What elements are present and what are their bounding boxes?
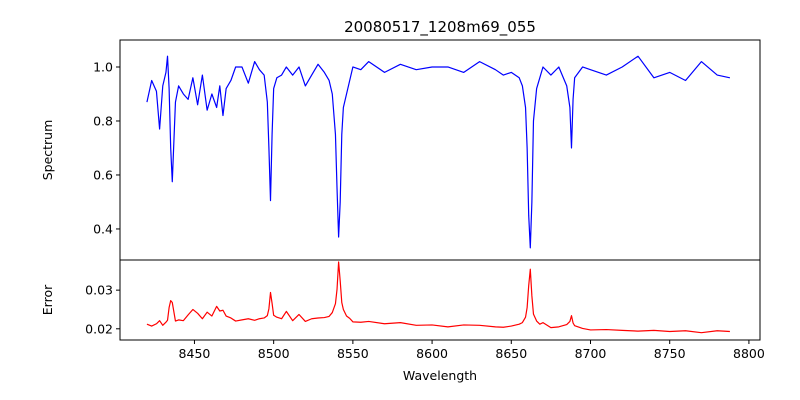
x-tick-label: 8800 xyxy=(733,346,765,361)
x-tick-label: 8450 xyxy=(179,346,211,361)
error-series-line xyxy=(146,261,730,334)
spectrum-y-tick-label: 0.6 xyxy=(93,167,113,182)
error-y-tick-label: 0.02 xyxy=(85,321,113,336)
error-panel: 0.02 0.03 Error xyxy=(40,259,761,341)
x-tick-label: 8750 xyxy=(654,346,686,361)
error-y-tick-label: 0.03 xyxy=(85,283,113,298)
spectrum-y-axis-label: Spectrum xyxy=(40,120,55,181)
x-axis-label: Wavelength xyxy=(403,368,477,383)
x-tick-label: 8650 xyxy=(495,346,527,361)
error-y-axis-label: Error xyxy=(40,284,55,315)
spectrum-y-tick-label: 1.0 xyxy=(93,59,113,74)
x-tick-label: 8700 xyxy=(575,346,607,361)
spectrum-y-tick-label: 0.4 xyxy=(93,221,113,236)
x-tick-label: 8500 xyxy=(258,346,290,361)
x-axis: 8450 8500 8550 8600 8650 8700 8750 8800 xyxy=(179,340,765,361)
x-tick-label: 8550 xyxy=(337,346,369,361)
spectrum-y-tick-label: 0.8 xyxy=(93,113,113,128)
x-tick-label: 8600 xyxy=(416,346,448,361)
spectrum-series-line xyxy=(146,55,731,249)
chart-title: 20080517_1208m69_055 xyxy=(344,18,536,37)
error-axes-frame xyxy=(119,259,761,341)
